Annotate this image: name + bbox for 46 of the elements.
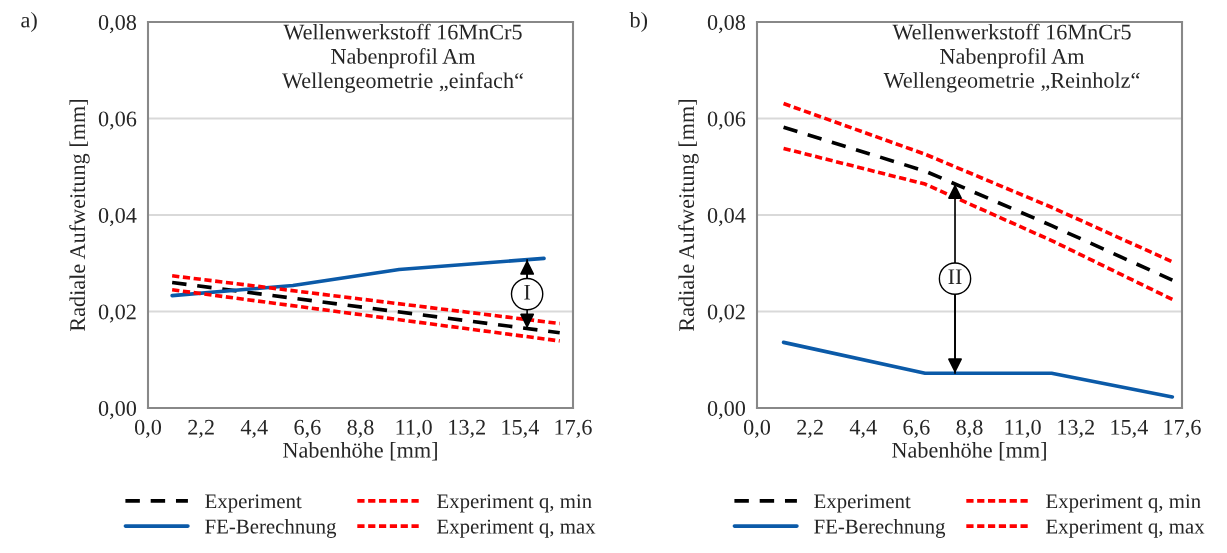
legend-label: Experiment [205,494,302,513]
x-tick-label: 4,4 [849,419,877,438]
x-tick-label: 0,0 [134,419,162,438]
x-tick-label: 11,0 [396,419,432,438]
y-tick-label: 0,08 [98,14,137,34]
legend-label: Experiment [814,494,911,513]
x-tick-label: 11,0 [1005,419,1041,438]
legend-label: FE-Berechnung [205,518,337,538]
x-axis-title: Nabenhöhe [mm] [892,442,1046,461]
y-tick-label: 0,02 [707,304,745,323]
x-tick-label: 0,0 [743,419,771,438]
text: b) [629,11,648,33]
y-tick-label: 0,00 [707,400,746,420]
x-tick-label: 8,8 [956,419,983,438]
x-tick-label: 17,6 [555,419,592,438]
y-tick-label: 0,06 [707,111,746,130]
legend-label: Experiment q, max [1046,519,1205,538]
x-tick-label: 4,4 [240,419,268,438]
legend-label: FE-Berechnung [814,518,946,538]
x-tick-label: 2,2 [188,419,214,438]
legend-label: Experiment q, min [1046,494,1201,513]
x-tick-label: 8,8 [347,419,374,438]
x-tick-label: 15,4 [1111,419,1148,438]
y-tick-label: 0,02 [98,304,136,323]
x-tick-label: 6,6 [294,419,321,438]
y-axis-title: Radiale Aufweitung [mm] [678,100,699,331]
x-tick-label: 6,6 [903,419,930,438]
y-tick-label: 0,04 [707,207,746,227]
x-tick-label: 2,2 [797,419,823,438]
y-tick-label: 0,08 [707,14,746,34]
legend-label: Experiment q, min [437,494,592,513]
x-axis-title: Nabenhöhe [mm] [283,442,437,461]
text: Wellenwerkstoff 16MnCr5 Nabenprofil Am Wellengeometrie „einfach“ [282,23,524,93]
text: Wellenwerkstoff 16MnCr5 Nabenprofil Am Wellengeometrie „Reinholz“ [883,23,1140,93]
y-tick-label: 0,06 [98,111,137,130]
y-tick-label: 0,04 [98,207,137,227]
annotation: II [948,269,962,284]
x-tick-label: 13,2 [1058,419,1094,438]
x-tick-label: 17,6 [1164,419,1201,438]
annotation: I [524,284,531,300]
x-tick-label: 15,4 [502,419,539,438]
legend-label: Experiment q, max [437,519,596,538]
y-tick-label: 0,00 [98,400,137,420]
x-tick-label: 13,2 [449,419,485,438]
y-axis-title: Radiale Aufweitung [mm] [69,100,90,331]
text: a) [21,11,37,33]
